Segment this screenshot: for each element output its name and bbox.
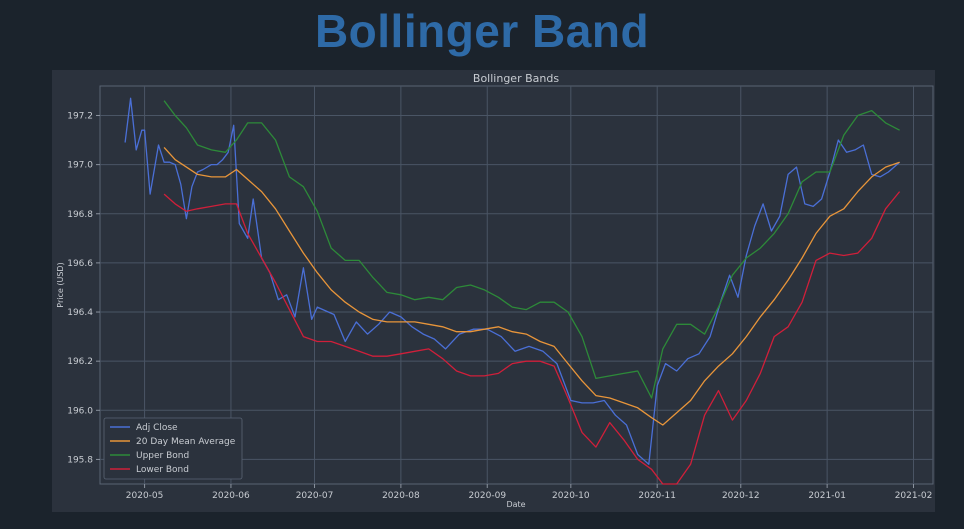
x-tick-label: 2020-06 — [212, 491, 250, 501]
y-tick-label: 196.6 — [67, 259, 93, 269]
series-line-upper-bond — [163, 100, 900, 399]
legend-box — [103, 417, 243, 480]
legend: Adj Close 20 Day Mean Average Upper Bond Lo… — [103, 417, 243, 480]
y-tick-label: 196.0 — [67, 406, 93, 416]
x-tick-label: 2021-02 — [895, 491, 933, 501]
page-title: Bollinger Band — [314, 5, 650, 57]
series-line-lower-bond — [163, 191, 901, 485]
x-tick-label: 2020-08 — [382, 491, 420, 501]
series-line-20-day-mean-average — [163, 146, 900, 426]
y-tick-label: 196.8 — [67, 210, 93, 220]
x-axis: 2020-05 2020-06 2020-07 2020-08 2020-09 2020-… — [126, 484, 933, 501]
x-tick-label: 2020-12 — [722, 491, 760, 501]
x-tick-label: 2020-07 — [296, 491, 334, 501]
x-tick-label: 2020-05 — [126, 491, 164, 501]
x-tick-label: 2020-09 — [468, 491, 506, 501]
series-line-adj-close — [124, 97, 901, 465]
y-tick-label: 196.4 — [67, 308, 93, 318]
series-layer — [124, 97, 901, 485]
legend-label-adj-close: Adj Close — [136, 423, 178, 433]
y-tick-label: 197.2 — [67, 111, 93, 121]
y-tick-label: 197.0 — [67, 161, 93, 171]
y-tick-label: 195.8 — [67, 455, 93, 465]
chart-container: 2020-05 2020-06 2020-07 2020-08 2020-09 2020-… — [52, 70, 935, 512]
x-tick-label: 2020-10 — [552, 491, 590, 501]
legend-label-upper-bond: Upper Bond — [136, 451, 189, 461]
x-tick-label: 2021-01 — [808, 491, 846, 501]
bollinger-chart: 2020-05 2020-06 2020-07 2020-08 2020-09 2020-… — [52, 70, 935, 512]
legend-label-20-day-mean-average: 20 Day Mean Average — [136, 437, 236, 447]
legend-label-lower-bond: Lower Bond — [136, 465, 189, 475]
chart-title: Bollinger Bands — [473, 72, 559, 85]
y-tick-label: 196.2 — [67, 357, 93, 367]
y-axis-label: Price (USD) — [56, 262, 65, 307]
x-axis-label: Date — [506, 500, 525, 509]
x-tick-label: 2020-11 — [638, 491, 676, 501]
y-axis: 195.8 196.0 196.2 196.4 196.6 196.8 197.0 197.2 — [67, 111, 100, 465]
